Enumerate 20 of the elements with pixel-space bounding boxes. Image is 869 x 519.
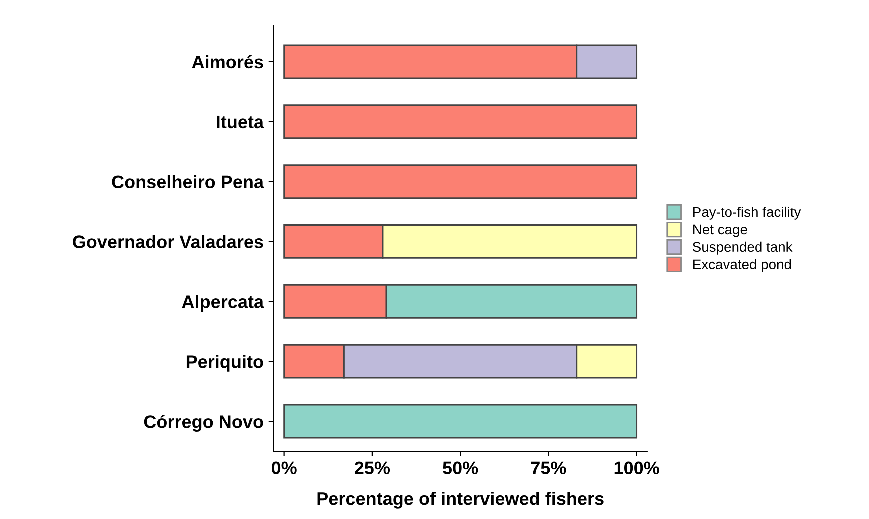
legend-label: Pay-to-fish facility [694, 206, 802, 220]
x-tick-label: 50% [443, 462, 478, 475]
y-tick-label: Itueta [217, 116, 264, 129]
legend-label: Suspended tank [693, 242, 793, 255]
bar [284, 164, 638, 199]
x-tick-label: 100% [614, 462, 660, 475]
y-tick-label: Conselheiro Pena [112, 175, 264, 189]
y-tick-label: Periquito [186, 355, 264, 372]
y-tick-label: Alpercata [182, 295, 264, 312]
y-tick-label: Córrego Novo [144, 414, 264, 432]
x-tick-label: 0% [272, 462, 297, 475]
x-tick-label: 25% [355, 462, 390, 475]
legend-label: Net cage [694, 224, 748, 238]
bar [284, 404, 638, 439]
y-tick-label: Governador Valadares [73, 235, 264, 248]
x-axis-title: Percentage of interviewed fishers [318, 492, 604, 509]
legend-label: Excavated pond [694, 259, 792, 272]
bar [284, 104, 638, 140]
x-tick-label: 75% [531, 462, 566, 475]
y-tick-label: Aimorés [192, 55, 264, 69]
